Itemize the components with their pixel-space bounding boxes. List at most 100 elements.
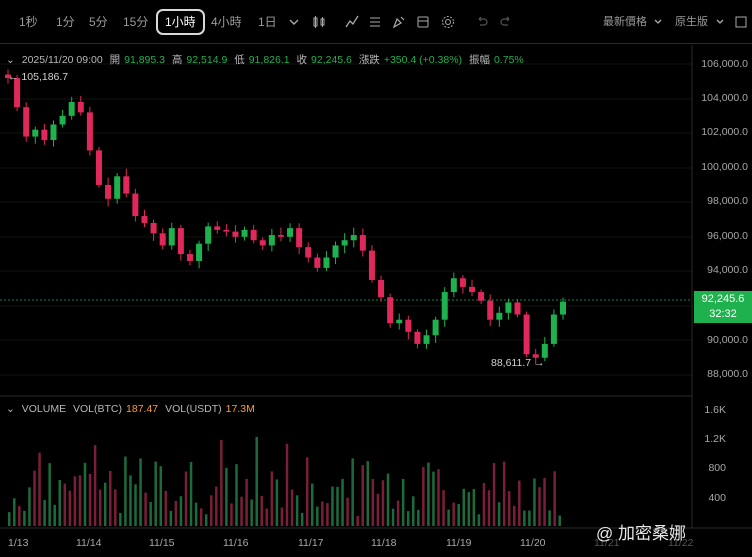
volume-bar xyxy=(98,489,102,526)
volume-bar xyxy=(447,509,450,526)
volume-bar xyxy=(482,483,486,526)
volume-bar xyxy=(422,466,425,526)
interval-5m[interactable]: 5分 xyxy=(89,15,108,29)
candle xyxy=(50,124,57,141)
volume-bar xyxy=(417,509,420,526)
volume-bar xyxy=(311,483,314,526)
price-type-select[interactable]: 最新價格 xyxy=(603,16,647,28)
volume-bar xyxy=(492,463,496,526)
price-axis-label: 96,000.0 xyxy=(707,230,748,242)
chevron-down-icon[interactable] xyxy=(650,14,666,30)
volume-axis-label: 1.2K xyxy=(704,433,726,445)
candle xyxy=(414,331,421,344)
volume-bar xyxy=(28,487,31,526)
template-icon[interactable] xyxy=(415,14,431,30)
candle xyxy=(359,235,366,251)
candle xyxy=(277,235,284,237)
candle xyxy=(560,301,566,315)
open-label: 開 xyxy=(109,54,121,66)
volume-bar xyxy=(220,439,223,526)
candle xyxy=(532,354,539,358)
candle xyxy=(350,235,357,241)
vol-btc-value: 187.47 xyxy=(126,403,159,415)
volume-bar xyxy=(507,491,511,526)
interval-15m[interactable]: 15分 xyxy=(123,15,149,29)
candle xyxy=(305,247,312,258)
indicator-icon[interactable] xyxy=(344,14,360,30)
low-marker: 88,611.7 → xyxy=(491,357,545,369)
candle xyxy=(5,74,11,79)
volume-info: ⌄ VOLUME VOL(BTC) 187.47 VOL(USDT) 17.3M xyxy=(6,403,259,415)
candle xyxy=(287,228,294,237)
volume-bar xyxy=(204,514,208,526)
chevron-down-icon[interactable]: ⌄ xyxy=(6,54,15,66)
chevron-down-icon[interactable] xyxy=(712,14,728,30)
candlestick-icon[interactable] xyxy=(311,14,327,30)
candle xyxy=(405,319,412,332)
volume-bar xyxy=(129,475,132,526)
candle xyxy=(478,292,485,301)
high-label: 高 xyxy=(171,54,183,66)
volume-bar xyxy=(346,497,349,526)
candle xyxy=(168,228,175,246)
volume-bar xyxy=(518,480,521,526)
candle xyxy=(114,176,121,199)
volume-axis-label: 400 xyxy=(708,492,726,504)
volume-bar xyxy=(139,458,142,526)
interval-1s[interactable]: 1秒 xyxy=(19,15,38,29)
gear-icon[interactable] xyxy=(440,14,456,30)
interval-1d[interactable]: 1日 xyxy=(258,15,277,29)
info-date: 2025/11/20 09:00 xyxy=(21,54,103,66)
chevron-down-icon[interactable] xyxy=(286,14,302,30)
list-icon[interactable] xyxy=(367,14,383,30)
volume-bar xyxy=(558,515,561,526)
volume-bar xyxy=(513,505,516,526)
candle xyxy=(150,222,157,234)
interval-1m[interactable]: 1分 xyxy=(56,15,75,29)
candle xyxy=(214,226,221,230)
volume-bar xyxy=(255,436,258,526)
amplitude-label: 振幅 xyxy=(468,54,490,66)
volume-bar xyxy=(356,515,359,526)
volume-bar xyxy=(159,466,162,526)
price-axis-label: 104,000.0 xyxy=(701,92,748,104)
redo-icon[interactable] xyxy=(498,14,514,30)
candle xyxy=(496,312,503,320)
volume-bar xyxy=(401,478,405,526)
volume-bar xyxy=(194,502,198,526)
candle xyxy=(387,297,394,324)
close-value: 92,245.6 xyxy=(311,54,352,66)
candle xyxy=(241,229,248,237)
volume-bar xyxy=(462,488,465,526)
amplitude-value: 0.75% xyxy=(493,54,524,66)
candle xyxy=(95,150,102,185)
interval-1h[interactable]: 1小時 xyxy=(156,9,205,35)
view-mode-select[interactable]: 原生版 xyxy=(675,16,708,28)
volume-bar xyxy=(467,492,471,526)
volume-bar xyxy=(391,508,395,526)
candle xyxy=(159,233,166,246)
volume-bar xyxy=(68,490,72,526)
date-label: 11/14 xyxy=(76,537,102,549)
vol-btc-label: VOL(BTC) xyxy=(73,403,123,415)
candle xyxy=(41,129,48,141)
undo-icon[interactable] xyxy=(474,14,490,30)
date-label: 11/15 xyxy=(149,537,175,549)
volume-bar xyxy=(245,478,248,526)
volume-bar xyxy=(230,503,233,526)
volume-bar xyxy=(18,506,21,526)
candle xyxy=(223,229,230,232)
candle xyxy=(177,228,184,255)
candle xyxy=(423,335,430,344)
interval-4h[interactable]: 4小時 xyxy=(211,15,242,29)
draw-tool-icon[interactable] xyxy=(391,14,407,30)
volume-bar xyxy=(240,496,243,526)
volume-label: VOLUME xyxy=(21,403,67,415)
fullscreen-icon[interactable] xyxy=(733,14,749,30)
volume-bar xyxy=(548,510,551,526)
volume-bar xyxy=(58,479,61,526)
chevron-down-icon[interactable]: ⌄ xyxy=(6,403,15,415)
volume-bar xyxy=(497,502,501,526)
candle xyxy=(341,240,348,246)
